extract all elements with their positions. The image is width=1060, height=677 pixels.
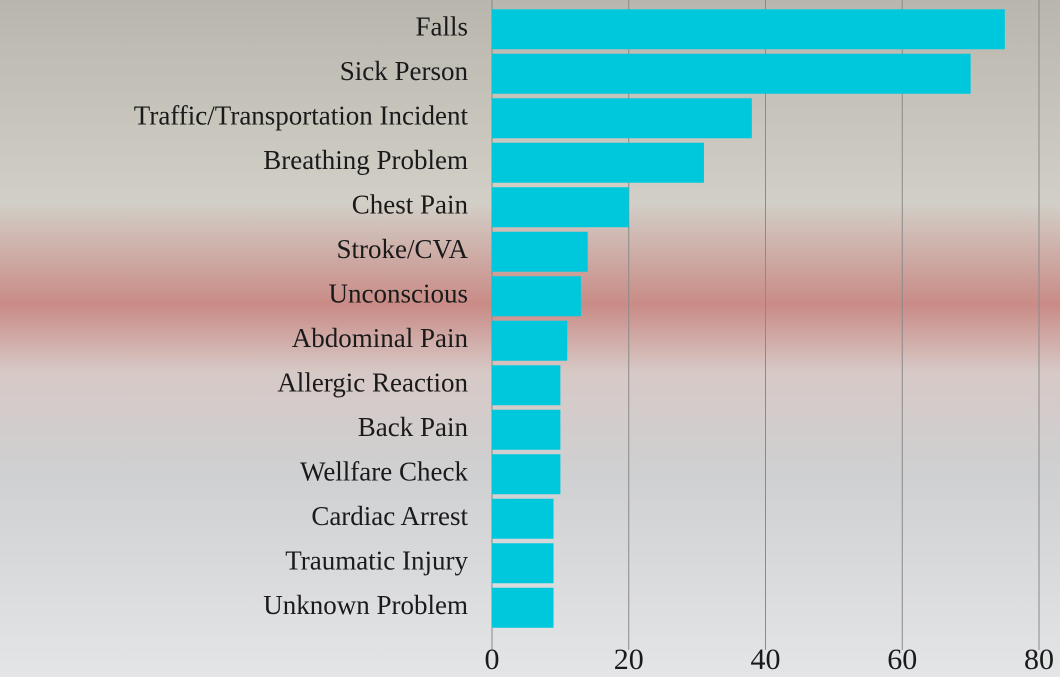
x-tick-label: 60 xyxy=(887,643,917,676)
y-tick-label: Falls xyxy=(415,11,468,41)
bar xyxy=(492,587,554,628)
y-tick-label: Abdominal Pain xyxy=(292,323,469,353)
x-tick-label: 80 xyxy=(1024,643,1054,676)
y-tick-label: Sick Person xyxy=(340,56,469,86)
y-tick-label: Traumatic Injury xyxy=(285,545,468,575)
bar xyxy=(492,320,568,361)
bar xyxy=(492,53,971,94)
y-tick-label: Allergic Reaction xyxy=(277,367,468,397)
bar xyxy=(492,498,554,539)
bar xyxy=(492,9,1005,50)
y-tick-label: Chest Pain xyxy=(352,189,469,219)
bar xyxy=(492,98,752,139)
bar xyxy=(492,276,581,317)
y-tick-label: Unconscious xyxy=(329,278,468,308)
y-tick-label: Wellfare Check xyxy=(300,456,468,486)
plot-area: 0 20 40 60 80 Falls Sick Person Traffic/Transpo… xyxy=(134,0,1054,676)
x-tick-label: 0 xyxy=(485,643,500,676)
y-tick-label: Back Pain xyxy=(358,412,469,442)
y-tick-label: Cardiac Arrest xyxy=(311,501,468,531)
bar xyxy=(492,142,704,183)
y-tick-label: Traffic/Transportation Incident xyxy=(134,100,469,130)
bar xyxy=(492,365,561,406)
x-tick-label: 20 xyxy=(614,643,644,676)
bar xyxy=(492,409,561,450)
y-tick-label: Unknown Problem xyxy=(263,590,468,620)
x-tick-label: 40 xyxy=(751,643,781,676)
y-tick-label: Breathing Problem xyxy=(263,145,468,175)
bar xyxy=(492,187,629,228)
bar xyxy=(492,454,561,495)
y-tick-label: Stroke/CVA xyxy=(336,234,468,264)
bar xyxy=(492,231,588,272)
bar xyxy=(492,543,554,584)
